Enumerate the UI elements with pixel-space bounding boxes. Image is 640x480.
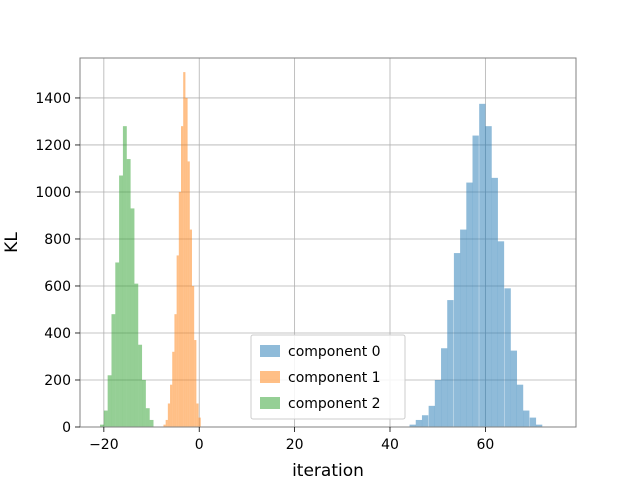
legend-swatch-component-1 <box>260 371 280 383</box>
histogram-bar-component-2 <box>122 126 127 427</box>
y-tick-label: 800 <box>44 232 71 248</box>
histogram-bar-component-2 <box>115 262 120 427</box>
y-tick-label: 200 <box>44 373 71 389</box>
y-tick-label: 400 <box>44 326 71 342</box>
legend-label-component-2: component 2 <box>288 396 381 412</box>
histogram-bar-component-2 <box>145 408 150 427</box>
y-axis-ticks: 0 200 400 600 800 1000 1200 1400 <box>35 91 80 436</box>
legend-label-component-0: component 0 <box>288 344 381 360</box>
histogram-bar-component-0 <box>516 384 524 427</box>
histogram-bar-component-0 <box>428 405 435 427</box>
histogram-bar-component-0 <box>434 379 442 427</box>
histogram-bar-component-1 <box>198 417 201 427</box>
legend-swatch-component-2 <box>260 397 280 409</box>
histogram-bar-component-2 <box>119 175 123 427</box>
histogram-bar-component-0 <box>472 135 479 427</box>
histogram-bar-component-0 <box>497 241 505 427</box>
histogram-bar-component-1 <box>181 126 184 427</box>
histogram-bar-component-0 <box>523 410 530 427</box>
histogram-bar-component-0 <box>535 424 543 427</box>
histogram-bar-component-0 <box>460 229 467 427</box>
histogram-bar-component-0 <box>441 348 448 427</box>
histogram-bar-component-1 <box>165 419 168 427</box>
histogram-bar-component-0 <box>453 253 461 427</box>
histogram-bar-component-0 <box>447 300 454 427</box>
y-axis-label: KL <box>2 232 22 253</box>
y-tick-label: 1000 <box>35 185 71 201</box>
histogram-bar-component-1 <box>178 191 182 427</box>
y-tick-label: 0 <box>62 420 71 436</box>
x-tick-label: −20 <box>89 437 119 453</box>
histogram-bar-component-0 <box>415 419 423 427</box>
x-axis-ticks: −20 0 20 40 60 <box>89 427 494 453</box>
legend: component 0 component 1 component 2 <box>250 334 406 420</box>
legend-label-component-1: component 1 <box>288 370 381 386</box>
histogram-bar-component-0 <box>529 417 537 427</box>
y-tick-label: 1200 <box>35 138 71 154</box>
histogram-bar-component-2 <box>142 379 146 427</box>
histogram-bar-component-2 <box>111 314 116 427</box>
x-tick-label: 60 <box>476 437 494 453</box>
histogram-bar-component-1 <box>174 314 177 427</box>
histogram-bar-component-1 <box>191 285 195 427</box>
histogram-bar-component-1 <box>194 340 197 427</box>
histogram-bar-component-1 <box>189 229 192 427</box>
plot-frame <box>79 57 577 428</box>
histogram-bar-component-2 <box>134 283 139 427</box>
histogram-bar-component-1 <box>170 384 173 427</box>
histogram-bar-component-2 <box>100 424 104 427</box>
histogram-bar-component-1 <box>172 351 175 427</box>
x-tick-label: 40 <box>381 437 399 453</box>
histogram-bar-component-1 <box>183 72 186 427</box>
histogram-bar-component-0 <box>491 177 498 427</box>
y-tick-label: 1400 <box>35 91 71 107</box>
x-axis-label: iteration <box>292 461 364 480</box>
histogram-bar-component-2 <box>107 375 112 427</box>
histogram-bar-component-0 <box>409 424 416 427</box>
histogram-bar-component-1 <box>196 403 199 427</box>
histogram-bar-component-0 <box>421 415 429 427</box>
legend-box <box>250 334 406 420</box>
histogram-bar-component-2 <box>138 344 143 427</box>
histogram-bars <box>100 72 543 428</box>
x-tick-label: 20 <box>286 437 304 453</box>
histogram-bar-component-2 <box>126 159 131 427</box>
x-tick-label: 0 <box>195 437 204 453</box>
histogram-bar-component-0 <box>510 350 518 427</box>
histogram-bar-component-0 <box>466 182 473 427</box>
histogram-bar-component-1 <box>176 255 179 427</box>
histogram-bar-component-2 <box>149 419 154 427</box>
histogram-bar-component-1 <box>167 403 171 427</box>
histogram-bar-component-0 <box>485 126 492 427</box>
legend-swatch-component-0 <box>260 345 280 357</box>
y-tick-label: 600 <box>44 279 71 295</box>
histogram-bar-component-1 <box>185 97 188 427</box>
histogram-bar-component-1 <box>163 424 166 427</box>
histogram-bar-component-2 <box>103 410 108 427</box>
histogram-bar-component-1 <box>187 161 190 428</box>
histogram-bar-component-0 <box>504 288 511 427</box>
histogram-bar-component-2 <box>130 208 135 427</box>
histogram-bar-component-0 <box>479 103 486 427</box>
